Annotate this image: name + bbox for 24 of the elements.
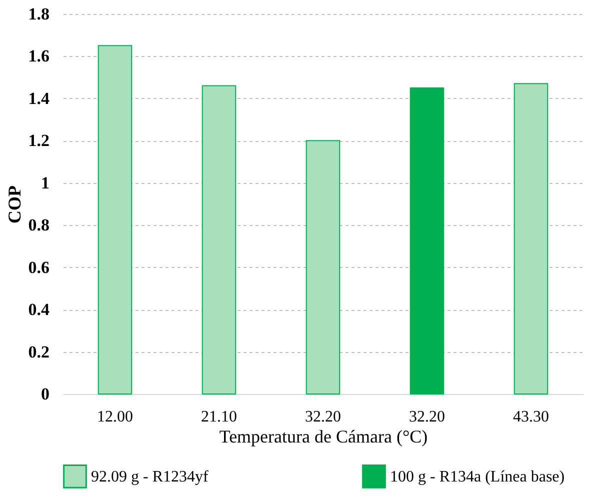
y-tick-label: 1 [41, 173, 50, 192]
y-tick-label: 1.4 [28, 88, 50, 108]
y-axis-title: COP [4, 186, 24, 224]
bar [98, 45, 132, 394]
y-tick-label: 1.2 [28, 131, 50, 150]
bar [306, 140, 340, 394]
x-tick-label: 43.30 [513, 408, 549, 426]
y-tick-label: 0 [41, 384, 50, 404]
x-axis-title: Temperatura de Cámara (°C) [219, 426, 428, 446]
y-tick-label: 1.6 [28, 46, 50, 66]
legend-label: 100 g - R134a (Línea base) [390, 468, 565, 486]
bar [514, 83, 548, 394]
x-tick-label: 32.20 [409, 408, 445, 426]
legend-label: 92.09 g - R1234yf [91, 468, 209, 486]
y-tick-label: 0.8 [28, 216, 50, 235]
y-tick-label: 0.4 [28, 300, 50, 320]
bar [202, 85, 236, 394]
x-tick-label: 21.10 [201, 408, 237, 426]
x-tick-label: 12.00 [97, 408, 133, 426]
x-tick-label: 32.20 [305, 408, 341, 426]
y-tick-label: 1.8 [28, 4, 50, 24]
y-tick-label: 0.6 [28, 258, 50, 277]
bar [410, 87, 444, 394]
y-tick-label: 0.2 [28, 342, 50, 362]
